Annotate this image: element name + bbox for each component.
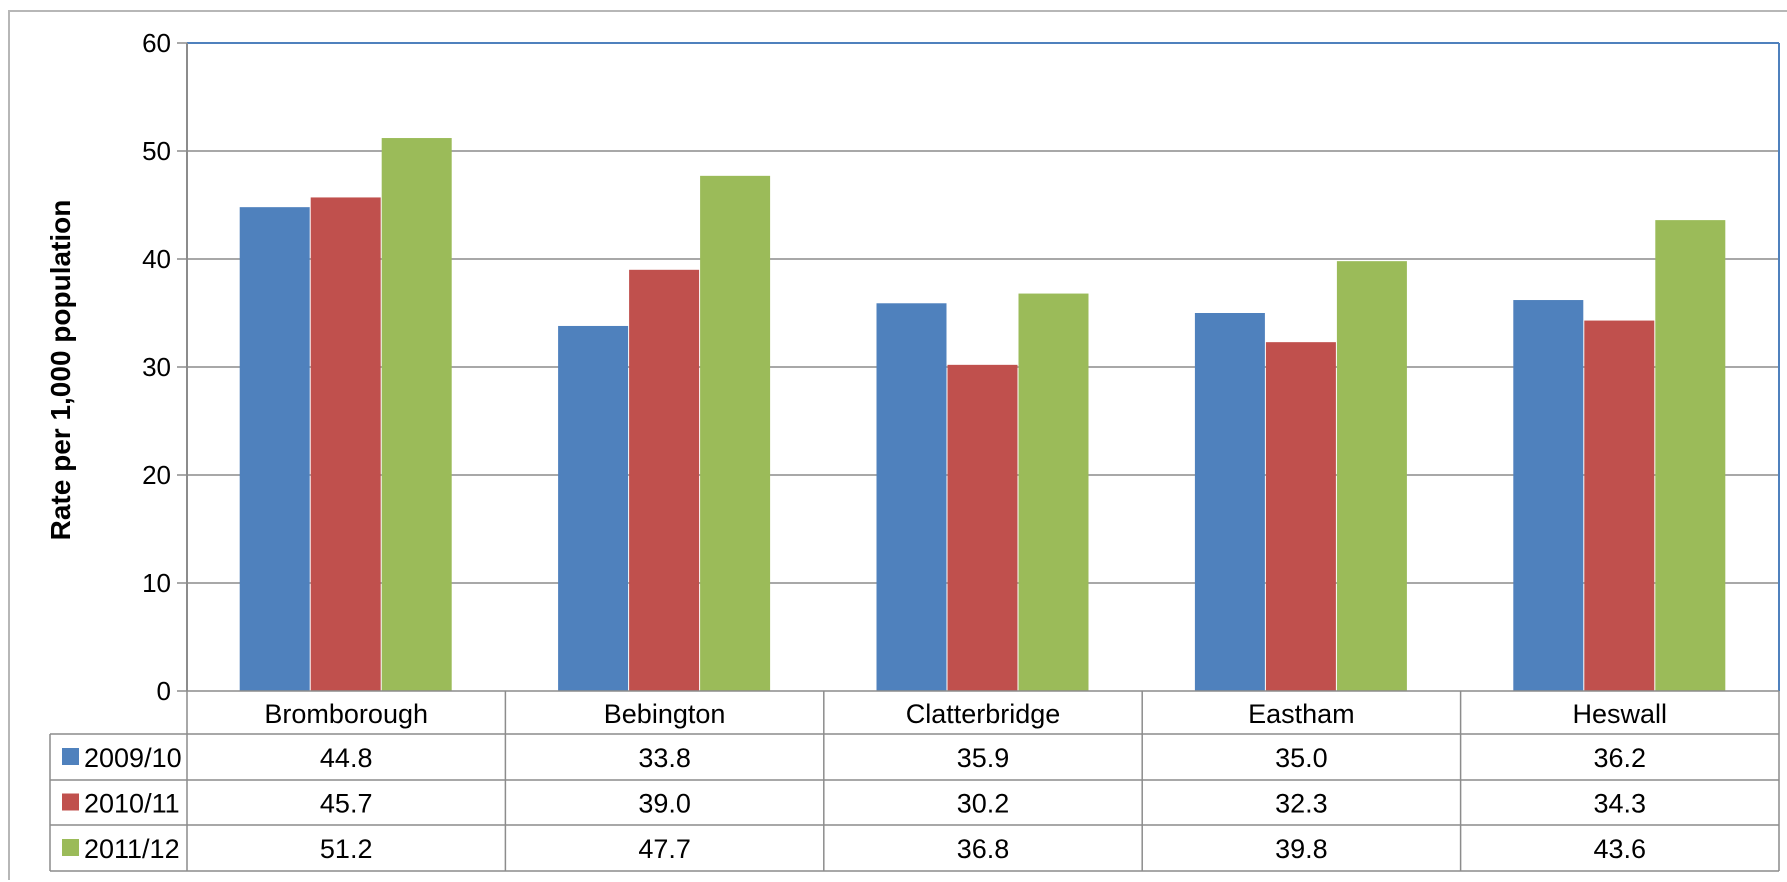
bar	[310, 197, 381, 691]
chart-frame	[8, 10, 1787, 880]
bar	[1513, 300, 1584, 691]
bar	[239, 207, 310, 691]
data-label: 43.6	[1594, 834, 1647, 864]
bar	[558, 325, 629, 691]
bar	[629, 269, 700, 691]
legend-swatch	[62, 839, 79, 856]
data-label: 39.0	[638, 789, 691, 819]
x-category-label: Bromborough	[264, 699, 428, 729]
bar	[1584, 320, 1655, 691]
bars	[239, 138, 1726, 692]
x-category-label: Bebington	[604, 699, 726, 729]
x-category-label: Heswall	[1573, 699, 1668, 729]
y-tick-label: 10	[142, 568, 171, 598]
y-tick-label: 50	[142, 136, 171, 166]
y-tick-label: 30	[142, 352, 171, 382]
y-tick-label: 0	[157, 676, 171, 706]
bar	[1655, 220, 1726, 691]
data-label: 51.2	[320, 834, 373, 864]
data-label: 47.7	[638, 834, 691, 864]
legend-label: 2009/10	[84, 743, 182, 773]
legend-swatch	[62, 748, 79, 765]
data-label: 36.2	[1594, 743, 1647, 773]
bar	[700, 175, 771, 692]
bar	[876, 303, 947, 691]
data-label: 35.9	[957, 743, 1010, 773]
axes: 0 10 20 30 40 50 60	[142, 28, 1780, 706]
x-category-label: Eastham	[1248, 699, 1355, 729]
data-table: Bromborough Bebington Clatterbridge Eastham…	[49, 690, 1780, 872]
data-label: 33.8	[638, 743, 691, 773]
bar	[1194, 313, 1265, 691]
data-label: 35.0	[1275, 743, 1328, 773]
y-tick-label: 60	[142, 28, 171, 58]
data-label: 30.2	[957, 789, 1010, 819]
bar	[1265, 342, 1336, 691]
data-label: 44.8	[320, 743, 373, 773]
data-label: 39.8	[1275, 834, 1328, 864]
bar	[947, 364, 1018, 691]
bar	[381, 138, 452, 692]
y-tick-label: 20	[142, 460, 171, 490]
data-label: 32.3	[1275, 789, 1328, 819]
y-tick-label: 40	[142, 244, 171, 274]
bar	[1336, 261, 1407, 691]
x-category-label: Clatterbridge	[906, 699, 1061, 729]
data-label: 34.3	[1594, 789, 1647, 819]
data-label: 36.8	[957, 834, 1010, 864]
bar	[1018, 293, 1089, 691]
y-axis-title: Rate per 1,000 population	[45, 200, 76, 541]
legend-label: 2010/11	[84, 789, 180, 819]
data-label: 45.7	[320, 789, 373, 819]
legend-label: 2011/12	[84, 834, 180, 864]
legend-swatch	[62, 793, 79, 811]
